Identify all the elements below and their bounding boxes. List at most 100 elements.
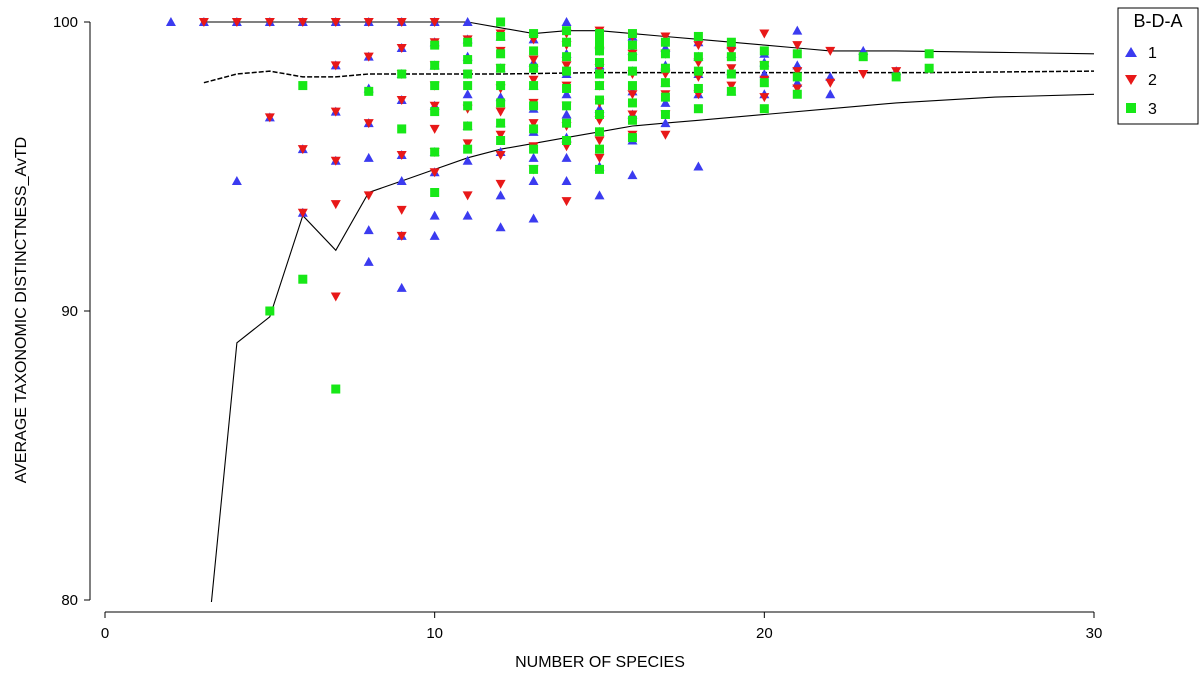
data-point bbox=[660, 130, 671, 140]
data-point bbox=[595, 57, 604, 67]
data-point bbox=[726, 64, 737, 74]
x-axis-ticks: 0 10 20 30 bbox=[101, 612, 1103, 642]
data-point bbox=[363, 52, 374, 62]
data-point bbox=[660, 63, 670, 73]
y-tick-label: 90 bbox=[61, 303, 78, 320]
data-point bbox=[595, 46, 604, 56]
data-point bbox=[693, 52, 703, 62]
data-point bbox=[430, 107, 440, 117]
data-point bbox=[562, 52, 572, 62]
data-point bbox=[364, 86, 374, 96]
data-point bbox=[528, 175, 539, 185]
data-point bbox=[627, 170, 638, 180]
data-point bbox=[330, 18, 341, 27]
data-point bbox=[496, 17, 506, 27]
data-point bbox=[396, 150, 407, 160]
data-point bbox=[759, 78, 769, 88]
data-point bbox=[660, 49, 670, 59]
data-point bbox=[462, 139, 473, 149]
data-point bbox=[330, 292, 341, 302]
data-point bbox=[330, 61, 341, 71]
data-point bbox=[462, 89, 473, 99]
data-point bbox=[627, 110, 638, 120]
data-point bbox=[529, 29, 539, 39]
data-point bbox=[429, 230, 440, 240]
data-point bbox=[627, 66, 637, 76]
data-point bbox=[297, 18, 308, 27]
data-point bbox=[595, 144, 604, 154]
data-point bbox=[528, 213, 539, 223]
data-point bbox=[595, 109, 604, 119]
x-tick-label: 20 bbox=[756, 625, 773, 642]
data-point bbox=[331, 384, 341, 394]
data-point bbox=[726, 52, 736, 62]
data-point bbox=[529, 144, 539, 154]
data-point bbox=[429, 168, 440, 178]
data-point bbox=[660, 78, 670, 88]
data-point bbox=[627, 40, 637, 50]
data-point bbox=[430, 81, 440, 91]
data-point bbox=[627, 133, 637, 143]
data-point bbox=[627, 98, 637, 108]
data-point bbox=[627, 81, 637, 91]
data-point bbox=[198, 18, 209, 27]
series-3 bbox=[265, 17, 934, 394]
data-point bbox=[463, 37, 473, 47]
data-point bbox=[759, 29, 770, 39]
x-tick-label: 30 bbox=[1086, 625, 1103, 642]
data-point bbox=[792, 67, 803, 77]
data-point bbox=[595, 69, 604, 79]
data-point bbox=[792, 84, 803, 94]
data-point bbox=[726, 46, 737, 56]
data-point bbox=[330, 200, 341, 210]
data-point bbox=[693, 31, 703, 41]
data-point bbox=[396, 18, 407, 27]
data-point bbox=[463, 81, 473, 91]
data-point bbox=[462, 155, 473, 165]
data-point bbox=[693, 104, 703, 114]
data-point bbox=[430, 60, 440, 70]
data-point bbox=[595, 81, 604, 91]
data-point bbox=[265, 306, 275, 316]
data-point bbox=[529, 164, 539, 174]
data-point bbox=[495, 190, 506, 200]
data-point bbox=[463, 69, 473, 79]
data-point bbox=[660, 118, 671, 128]
data-point bbox=[627, 29, 637, 39]
data-point bbox=[463, 144, 473, 154]
data-point bbox=[561, 89, 572, 99]
data-point bbox=[231, 18, 242, 27]
legend-title: B-D-A bbox=[1134, 11, 1183, 31]
data-point bbox=[627, 90, 638, 100]
data-point bbox=[529, 63, 539, 73]
data-point bbox=[561, 61, 572, 71]
data-point bbox=[693, 41, 704, 51]
data-point bbox=[562, 101, 572, 111]
data-point bbox=[595, 95, 604, 105]
data-point bbox=[363, 191, 374, 201]
data-point bbox=[660, 97, 671, 107]
y-tick-label: 100 bbox=[53, 14, 78, 31]
data-point bbox=[891, 72, 901, 82]
data-point bbox=[528, 55, 539, 65]
legend-marker-1 bbox=[1125, 47, 1137, 57]
data-point bbox=[429, 124, 440, 134]
data-point bbox=[330, 107, 341, 117]
data-point bbox=[759, 60, 769, 70]
data-point bbox=[297, 145, 308, 155]
data-point bbox=[462, 210, 473, 220]
data-point bbox=[298, 81, 308, 91]
data-points bbox=[165, 17, 934, 394]
data-point bbox=[792, 72, 802, 82]
data-point bbox=[891, 67, 902, 77]
x-tick-label: 0 bbox=[101, 625, 109, 642]
data-point bbox=[561, 197, 572, 207]
data-point bbox=[396, 282, 407, 292]
data-point bbox=[496, 135, 506, 145]
data-point bbox=[429, 18, 440, 27]
y-axis-title: AVERAGE TAXONOMIC DISTINCTNESS_AvTD bbox=[13, 137, 30, 483]
data-point bbox=[595, 164, 604, 174]
data-point bbox=[759, 93, 770, 103]
data-point bbox=[430, 188, 440, 198]
data-point bbox=[595, 29, 604, 39]
